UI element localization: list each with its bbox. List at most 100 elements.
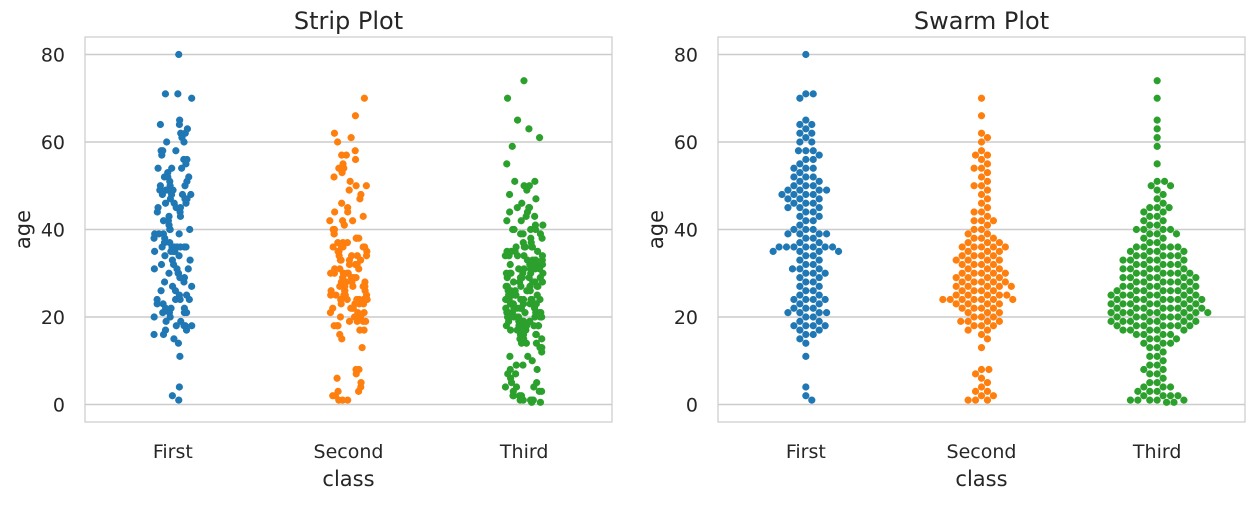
strip-point-third <box>506 326 515 334</box>
strip-point-second <box>349 217 357 225</box>
swarm-point-first <box>790 295 798 304</box>
swarm-point-first <box>809 164 817 172</box>
strip-point-second <box>336 256 345 264</box>
strip-point-third <box>517 282 525 290</box>
strip-point-first <box>165 269 173 277</box>
strip-point-second <box>333 138 342 146</box>
swarm-point-first <box>802 155 810 164</box>
swarm-point-third <box>1140 313 1148 321</box>
strip-point-second <box>327 291 335 299</box>
swarm-point-first <box>796 138 804 146</box>
strip-point-second <box>334 322 342 330</box>
strip-point-third <box>521 309 529 317</box>
swarm-point-first <box>815 274 823 282</box>
swarm-point-first <box>809 173 817 181</box>
swarm-point-third <box>1166 304 1175 312</box>
swarm-point-third <box>1140 269 1148 277</box>
swarm-point-first <box>815 247 823 255</box>
swarm-point-third <box>1172 230 1181 238</box>
swarm-point-second <box>983 379 992 387</box>
strip-point-third <box>513 252 522 260</box>
swarm-point-first <box>796 256 804 264</box>
swarm-point-first <box>796 326 804 334</box>
swarm-point-second <box>977 374 986 382</box>
swarm-point-third <box>1186 313 1194 321</box>
strip-point-second <box>340 221 348 229</box>
swarm-point-first <box>809 260 817 269</box>
strip-point-third <box>519 396 527 404</box>
swarm-point-third <box>1153 212 1161 220</box>
swarm-point-third <box>1126 256 1135 264</box>
swarm-point-third <box>1146 265 1154 273</box>
strip-point-first <box>176 212 185 220</box>
strip-point-first <box>161 199 170 207</box>
swarm-point-first <box>802 304 810 312</box>
swarm-point-first <box>790 164 798 172</box>
swarm-point-first <box>809 278 817 286</box>
strip-point-first <box>170 335 178 343</box>
strip-point-second <box>331 208 339 216</box>
swarm-points <box>769 50 1212 406</box>
swarm-point-third <box>1146 344 1154 352</box>
swarm-point-second <box>1001 243 1009 251</box>
swarm-point-third <box>1180 326 1188 334</box>
swarm-point-first <box>809 304 817 312</box>
strip-point-second <box>356 195 364 203</box>
swarm-point-second <box>964 300 972 308</box>
swarm-point-second <box>983 230 992 238</box>
swarm-point-first <box>815 177 823 185</box>
swarm-point-third <box>1170 398 1178 406</box>
swarm-point-third <box>1166 243 1175 251</box>
swarm-point-second <box>964 256 972 264</box>
strip-point-second <box>359 212 367 220</box>
strip-point-first <box>175 396 183 404</box>
swarm-point-first <box>796 160 804 168</box>
swarm-point-third <box>1126 317 1135 325</box>
strip-point-third <box>503 94 512 102</box>
swarm-point-third <box>1159 392 1167 400</box>
swarm-point-third <box>1198 304 1206 312</box>
swarm-point-third <box>1192 317 1200 325</box>
swarm-point-first <box>802 330 810 339</box>
swarm-point-third <box>1153 77 1161 85</box>
swarm-point-second <box>952 256 960 264</box>
swarm-point-first <box>809 252 817 260</box>
swarm-point-first <box>808 129 816 137</box>
swarm-point-third <box>1146 274 1154 282</box>
swarm-point-first <box>775 243 783 251</box>
swarm-point-third <box>1166 278 1175 286</box>
swarm-point-second <box>977 94 986 102</box>
swarm-plot-frame <box>717 36 1246 423</box>
swarm-point-second <box>977 243 986 251</box>
swarm-point-third <box>1132 287 1140 295</box>
swarm-point-third <box>1174 392 1182 400</box>
swarm-point-second <box>977 164 986 172</box>
swarm-point-second <box>964 326 972 334</box>
swarm-point-first <box>809 313 817 321</box>
swarm-point-second <box>983 387 992 395</box>
strip-point-first <box>150 234 158 242</box>
strip-point-first <box>157 260 166 269</box>
swarm-point-second <box>1007 282 1015 290</box>
strip-point-third <box>502 295 510 304</box>
swarm-point-third <box>1146 370 1154 378</box>
swarm-point-first <box>796 309 804 317</box>
swarm-point-third <box>1126 247 1135 255</box>
swarm-point-third <box>1159 199 1167 207</box>
swarm-point-second <box>985 365 993 374</box>
swarm-plot-xlabel: class <box>955 467 1007 491</box>
strip-point-second <box>352 234 360 242</box>
swarm-point-third <box>1132 330 1140 339</box>
swarm-point-second <box>995 239 1004 247</box>
swarm-point-third <box>1159 330 1167 339</box>
strip-point-third <box>525 125 533 133</box>
swarm-point-first <box>802 190 810 199</box>
swarm-point-first <box>802 50 810 59</box>
strip-point-third <box>512 370 520 378</box>
swarm-point-third <box>1153 335 1161 343</box>
strip-point-third <box>508 142 516 150</box>
swarm-point-second <box>977 260 986 269</box>
strip-point-third <box>503 217 511 225</box>
strip-point-second <box>338 199 346 207</box>
swarm-point-third <box>1146 309 1154 317</box>
